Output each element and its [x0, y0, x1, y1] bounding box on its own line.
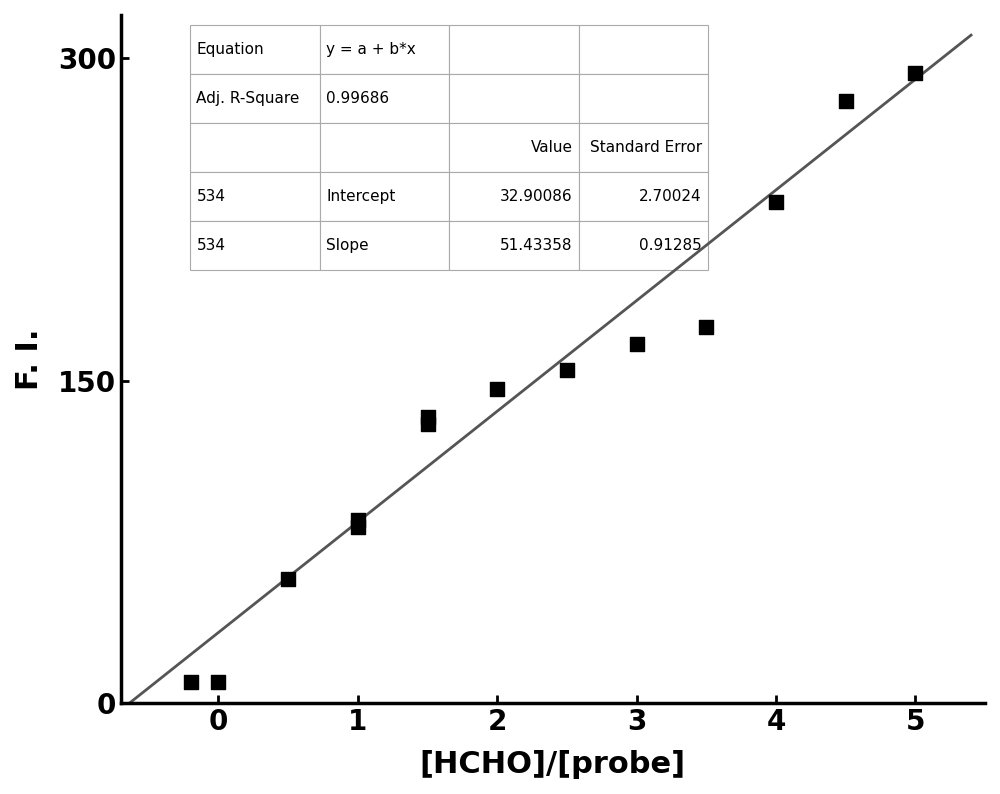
- Point: [350, 514, 366, 526]
- Point: [559, 364, 575, 376]
- Point: [838, 94, 854, 107]
- Point: [907, 67, 923, 79]
- Point: [768, 196, 784, 209]
- Point: [183, 676, 199, 688]
- Point: [280, 572, 296, 585]
- Point: [629, 337, 645, 350]
- Point: [350, 521, 366, 534]
- Y-axis label: F. I.: F. I.: [15, 329, 44, 390]
- Point: [489, 383, 505, 395]
- Point: [210, 676, 226, 688]
- Point: [698, 321, 714, 333]
- Point: [420, 418, 436, 430]
- Point: [420, 410, 436, 423]
- X-axis label: [HCHO]/[probe]: [HCHO]/[probe]: [420, 750, 686, 779]
